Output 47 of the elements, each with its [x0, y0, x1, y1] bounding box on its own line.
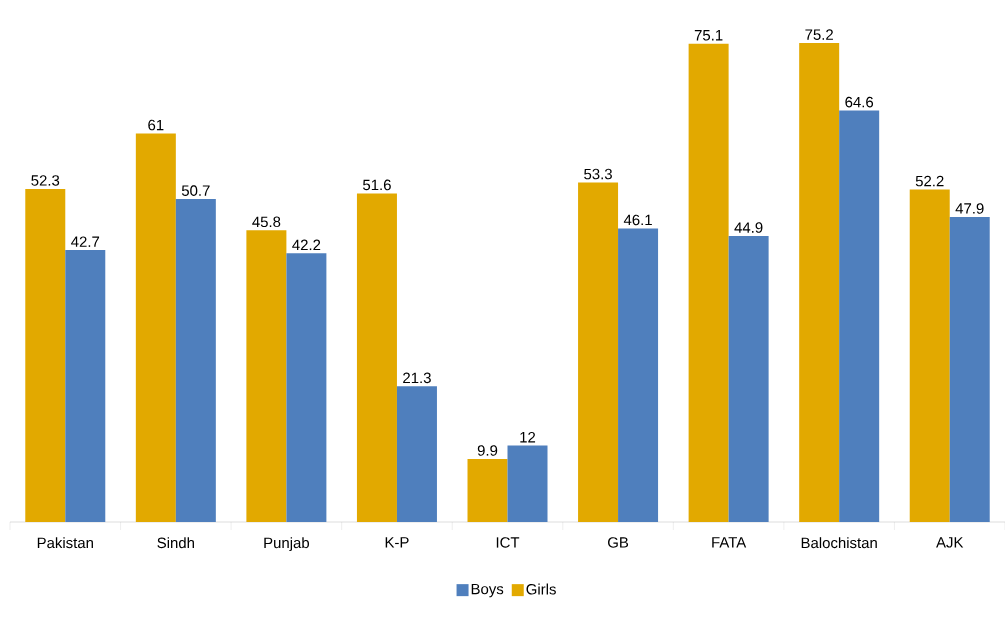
bar — [135, 133, 176, 522]
x-tick-label: Pakistan — [37, 537, 93, 549]
bar — [799, 43, 840, 522]
x-tick-label: AJK — [936, 537, 964, 548]
data-label: 52.3 — [31, 175, 60, 186]
data-label: 42.2 — [292, 239, 321, 251]
bar — [175, 199, 216, 522]
data-label: 75.1 — [694, 30, 723, 41]
bar — [65, 250, 106, 522]
bar — [578, 182, 619, 522]
data-label: 61 — [148, 119, 164, 131]
bar — [467, 458, 508, 522]
x-tick-label: Sindh — [157, 537, 194, 549]
bar — [507, 445, 548, 522]
data-label: 53.3 — [584, 168, 612, 180]
data-label: 64.6 — [845, 96, 874, 108]
x-tick-label: K-P — [385, 537, 409, 548]
x-tick-label: Punjab — [264, 537, 310, 552]
data-label: 51.6 — [363, 179, 391, 191]
x-tick-label: FATA — [712, 537, 747, 548]
bar — [728, 236, 769, 522]
bar — [25, 188, 66, 522]
data-label: 21.3 — [403, 372, 431, 384]
bar — [909, 189, 950, 522]
data-label: 75.2 — [805, 29, 833, 40]
data-label: 45.8 — [252, 216, 281, 228]
data-label: 9.9 — [477, 445, 498, 456]
x-tick-label: Balochistan — [801, 537, 877, 549]
data-label: 52.2 — [915, 175, 944, 187]
x-tick-label: GB — [608, 537, 629, 548]
bar — [688, 43, 729, 522]
bar — [396, 386, 437, 522]
bar — [949, 216, 990, 522]
x-tick-label: ICT — [496, 537, 520, 548]
bar — [839, 110, 880, 522]
bar — [618, 228, 659, 522]
bar — [356, 193, 397, 522]
data-label: 46.1 — [623, 214, 652, 226]
legend-label: Girls — [526, 583, 556, 595]
bar — [286, 253, 327, 522]
data-label: 44.9 — [734, 222, 763, 233]
data-label: 47.9 — [955, 203, 984, 214]
data-label: 12 — [520, 431, 536, 443]
data-label: 42.7 — [71, 236, 100, 247]
bar — [246, 230, 287, 522]
legend-label: Boys — [471, 583, 504, 598]
data-label: 50.7 — [181, 185, 210, 196]
